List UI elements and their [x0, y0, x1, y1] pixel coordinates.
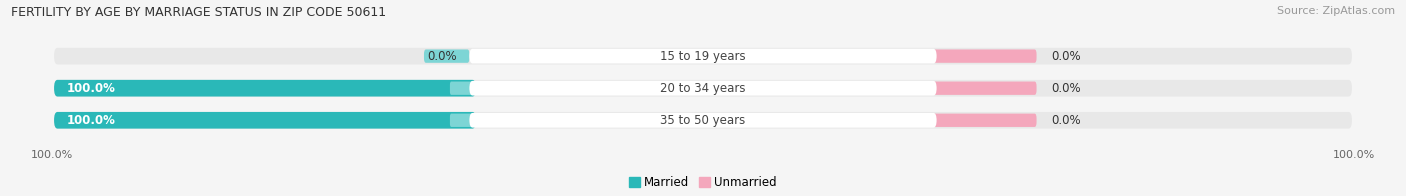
- Text: 15 to 19 years: 15 to 19 years: [661, 50, 745, 63]
- FancyBboxPatch shape: [470, 113, 936, 128]
- FancyBboxPatch shape: [932, 82, 1036, 95]
- Text: 100.0%: 100.0%: [31, 150, 73, 160]
- Text: 0.0%: 0.0%: [427, 50, 457, 63]
- FancyBboxPatch shape: [470, 49, 936, 64]
- Text: 35 to 50 years: 35 to 50 years: [661, 114, 745, 127]
- FancyBboxPatch shape: [53, 48, 1353, 64]
- Text: Source: ZipAtlas.com: Source: ZipAtlas.com: [1277, 6, 1395, 16]
- Text: 100.0%: 100.0%: [67, 114, 115, 127]
- FancyBboxPatch shape: [932, 114, 1036, 127]
- FancyBboxPatch shape: [470, 81, 936, 95]
- FancyBboxPatch shape: [425, 49, 470, 63]
- Text: 0.0%: 0.0%: [1050, 114, 1080, 127]
- FancyBboxPatch shape: [932, 49, 1036, 63]
- Text: 0.0%: 0.0%: [1050, 50, 1080, 63]
- Text: 20 to 34 years: 20 to 34 years: [661, 82, 745, 95]
- Text: 0.0%: 0.0%: [1050, 82, 1080, 95]
- FancyBboxPatch shape: [53, 80, 1353, 97]
- FancyBboxPatch shape: [450, 114, 474, 127]
- Text: FERTILITY BY AGE BY MARRIAGE STATUS IN ZIP CODE 50611: FERTILITY BY AGE BY MARRIAGE STATUS IN Z…: [11, 6, 387, 19]
- FancyBboxPatch shape: [450, 82, 474, 95]
- FancyBboxPatch shape: [53, 80, 475, 97]
- FancyBboxPatch shape: [53, 112, 1353, 129]
- Legend: Married, Unmarried: Married, Unmarried: [624, 171, 782, 193]
- FancyBboxPatch shape: [53, 112, 475, 129]
- Text: 100.0%: 100.0%: [1333, 150, 1375, 160]
- Text: 100.0%: 100.0%: [67, 82, 115, 95]
